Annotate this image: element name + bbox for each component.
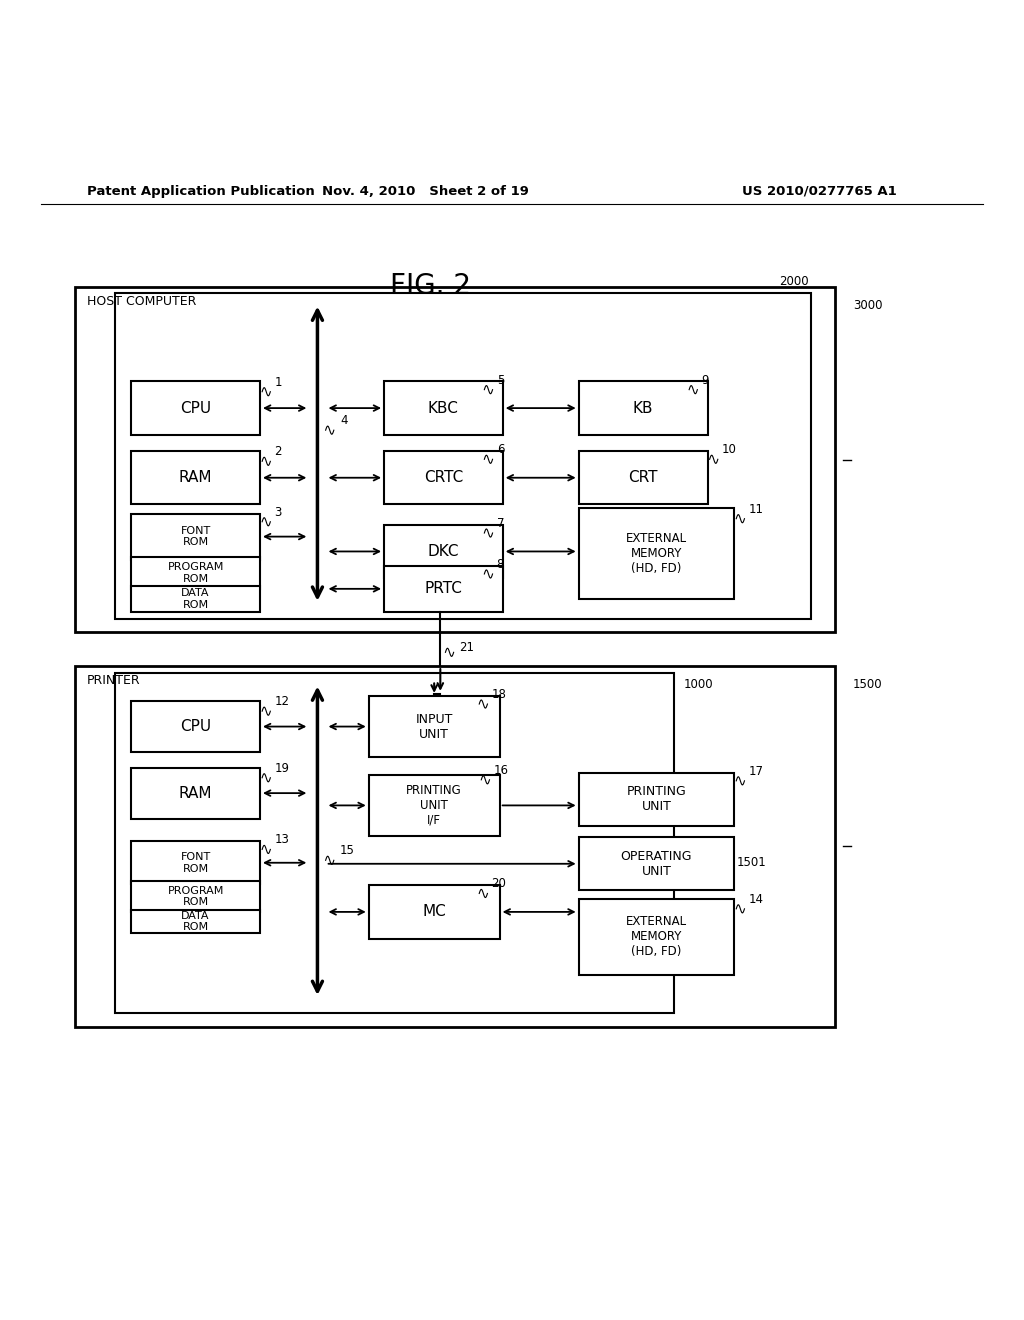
Text: KB: KB <box>633 400 653 416</box>
Bar <box>131 513 260 560</box>
Text: DATA
ROM: DATA ROM <box>181 911 210 932</box>
Bar <box>384 566 503 612</box>
Text: DATA
ROM: DATA ROM <box>181 589 210 610</box>
Text: 2000: 2000 <box>779 276 809 288</box>
Text: 15: 15 <box>340 845 355 857</box>
Text: FONT
ROM: FONT ROM <box>180 851 211 874</box>
Text: 11: 11 <box>749 503 764 516</box>
Text: 1501: 1501 <box>736 855 766 869</box>
Text: 10: 10 <box>722 444 737 457</box>
Text: FIG. 2: FIG. 2 <box>389 272 471 300</box>
Bar <box>131 557 260 589</box>
Bar <box>369 886 500 939</box>
Text: OPERATING
UNIT: OPERATING UNIT <box>621 850 692 878</box>
Bar <box>115 293 811 619</box>
Text: 19: 19 <box>274 762 290 775</box>
Bar <box>131 701 260 752</box>
Text: 7: 7 <box>497 517 504 529</box>
Bar <box>579 837 734 891</box>
Text: 20: 20 <box>492 878 507 891</box>
Bar <box>131 381 260 434</box>
Bar <box>131 882 260 912</box>
Text: 16: 16 <box>494 764 509 776</box>
Bar <box>75 667 835 1027</box>
Bar <box>369 775 500 836</box>
Text: 18: 18 <box>492 688 507 701</box>
Text: 12: 12 <box>274 696 290 708</box>
Text: PRINTER: PRINTER <box>87 675 140 688</box>
Bar <box>115 673 674 1014</box>
Bar <box>579 451 708 504</box>
Text: 14: 14 <box>749 892 764 906</box>
Bar <box>75 288 835 632</box>
Text: KBC: KBC <box>428 400 459 416</box>
Text: 17: 17 <box>749 764 764 777</box>
Text: Patent Application Publication: Patent Application Publication <box>87 185 314 198</box>
Text: US 2010/0277765 A1: US 2010/0277765 A1 <box>741 185 897 198</box>
Text: 13: 13 <box>274 833 290 846</box>
Text: Nov. 4, 2010   Sheet 2 of 19: Nov. 4, 2010 Sheet 2 of 19 <box>322 185 528 198</box>
Bar <box>579 772 734 826</box>
Bar <box>579 899 734 975</box>
Text: 9: 9 <box>701 374 709 387</box>
Bar <box>384 451 503 504</box>
Text: 1500: 1500 <box>853 678 883 692</box>
Text: INPUT
UNIT: INPUT UNIT <box>416 713 453 741</box>
Bar <box>131 841 260 884</box>
Text: 1: 1 <box>274 376 282 388</box>
Text: CPU: CPU <box>180 400 211 416</box>
Bar <box>384 525 503 578</box>
Text: 2: 2 <box>274 445 282 458</box>
Bar <box>579 381 708 434</box>
Text: CRTC: CRTC <box>424 470 463 486</box>
Bar <box>131 909 260 933</box>
Text: PROGRAM
ROM: PROGRAM ROM <box>167 886 224 907</box>
Bar <box>369 696 500 758</box>
Text: DKC: DKC <box>428 544 459 558</box>
Bar <box>384 381 503 434</box>
Text: PRINTING
UNIT
I/F: PRINTING UNIT I/F <box>407 784 462 826</box>
Text: 6: 6 <box>497 444 504 457</box>
Text: EXTERNAL
MEMORY
(HD, FD): EXTERNAL MEMORY (HD, FD) <box>626 916 687 958</box>
Text: 21: 21 <box>459 640 474 653</box>
Text: 3000: 3000 <box>853 300 883 313</box>
Text: 1000: 1000 <box>684 678 714 692</box>
Text: EXTERNAL
MEMORY
(HD, FD): EXTERNAL MEMORY (HD, FD) <box>626 532 687 576</box>
Text: 4: 4 <box>340 414 347 428</box>
Bar <box>579 508 734 598</box>
Text: FONT
ROM: FONT ROM <box>180 525 211 548</box>
Text: PROGRAM
ROM: PROGRAM ROM <box>167 562 224 583</box>
Text: HOST COMPUTER: HOST COMPUTER <box>87 296 197 309</box>
Text: 3: 3 <box>274 506 282 519</box>
Bar <box>131 586 260 612</box>
Bar <box>131 451 260 504</box>
Text: PRINTING
UNIT: PRINTING UNIT <box>627 785 686 813</box>
Text: 8: 8 <box>497 558 504 572</box>
Text: RAM: RAM <box>179 785 212 801</box>
Text: 5: 5 <box>497 374 504 387</box>
Text: MC: MC <box>422 904 446 920</box>
Text: CPU: CPU <box>180 719 211 734</box>
Text: CRT: CRT <box>629 470 657 486</box>
Text: RAM: RAM <box>179 470 212 486</box>
Bar <box>131 767 260 818</box>
Text: PRTC: PRTC <box>425 581 462 597</box>
